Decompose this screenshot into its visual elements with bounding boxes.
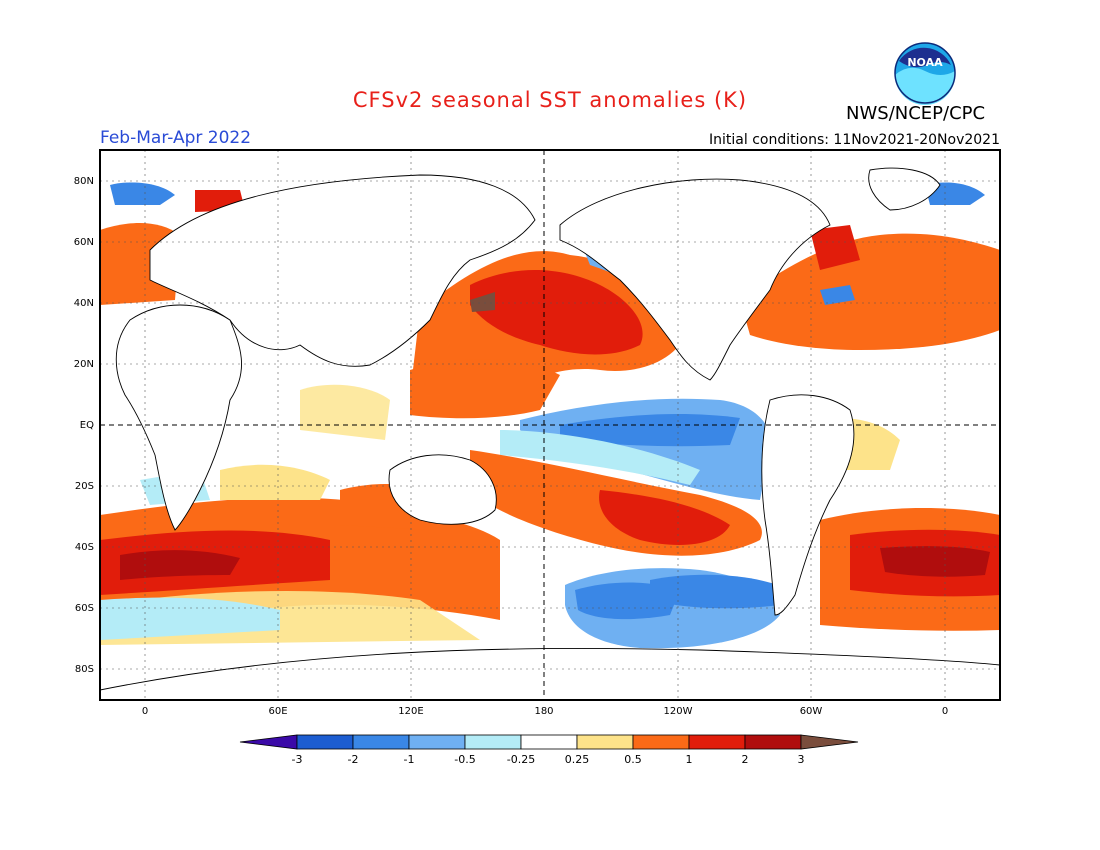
colorbar-label: 2 (742, 753, 749, 766)
noaa-logo-icon: NOAA (894, 42, 956, 105)
lat-label: EQ (80, 420, 94, 431)
initial-conditions-label: Initial conditions: 11Nov2021-20Nov2021 (709, 132, 1000, 148)
colorbar-segment (408, 734, 466, 750)
lat-label: 80N (74, 176, 94, 187)
colorbar-label: -0.5 (454, 753, 475, 766)
lon-label: 120E (398, 706, 423, 717)
graticule (100, 150, 1000, 700)
longitude-labels: 0 60E 120E 180 120W 60W 0 (142, 706, 948, 717)
colorbar-segment (296, 734, 354, 750)
colorbar-label: 3 (798, 753, 805, 766)
lat-label: 60S (75, 603, 94, 614)
lat-label: 40N (74, 298, 94, 309)
logo-text: NOAA (907, 56, 943, 69)
lat-label: 80S (75, 664, 94, 675)
lat-label: 40S (75, 542, 94, 553)
colorbar-segment (576, 734, 634, 750)
colorbar-label: -2 (348, 753, 359, 766)
lon-label: 0 (942, 706, 948, 717)
colorbar-low-arrow (239, 734, 298, 750)
coastlines (100, 167, 1000, 700)
lon-label: 180 (534, 706, 553, 717)
colorbar (239, 734, 859, 750)
colorbar-segment (464, 734, 522, 750)
colorbar-labels: -3 -2 -1 -0.5 -0.25 0.25 0.5 1 2 3 (292, 753, 805, 766)
lat-label: 20S (75, 481, 94, 492)
season-label: Feb-Mar-Apr 2022 (100, 128, 252, 148)
reference-lines (100, 150, 1000, 700)
colorbar-label: -1 (404, 753, 415, 766)
colorbar-label: 0.25 (565, 753, 590, 766)
map-frame (99, 149, 1001, 701)
organization-label: NWS/NCEP/CPC (846, 103, 986, 124)
colorbar-label: 0.5 (624, 753, 642, 766)
lat-label: 60N (74, 237, 94, 248)
colorbar-label: -0.25 (507, 753, 535, 766)
lon-label: 0 (142, 706, 148, 717)
colorbar-label: -3 (292, 753, 303, 766)
lon-label: 60E (268, 706, 287, 717)
latitude-labels: 80N 60N 40N 20N EQ 20S 40S 60S 80S (74, 176, 94, 675)
colorbar-high-arrow (800, 734, 859, 750)
lat-label: 20N (74, 359, 94, 370)
chart-title: CFSv2 seasonal SST anomalies (K) (352, 88, 748, 112)
colorbar-label: 1 (686, 753, 693, 766)
colorbar-segment (520, 734, 578, 750)
lon-label: 60W (800, 706, 823, 717)
colorbar-segment (632, 734, 690, 750)
lon-label: 120W (664, 706, 693, 717)
colorbar-segment (352, 734, 410, 750)
colorbar-segment (744, 734, 802, 750)
colorbar-segment (688, 734, 746, 750)
